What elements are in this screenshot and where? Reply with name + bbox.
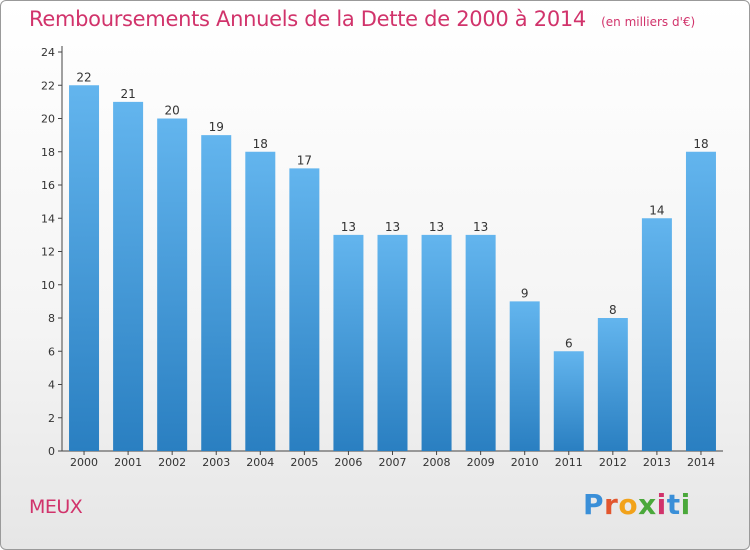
data-label-2002: 20: [165, 104, 180, 118]
data-label-2006: 13: [341, 220, 356, 234]
data-label-2013: 14: [649, 203, 664, 217]
y-tick-label: 16: [41, 179, 55, 192]
x-tick-label-2000: 2000: [70, 456, 98, 469]
y-tick-label: 8: [48, 312, 55, 325]
bar-2000: [69, 85, 100, 451]
x-tick-label-2009: 2009: [467, 456, 495, 469]
data-label-2005: 17: [297, 153, 312, 167]
bar-2001: [113, 101, 144, 451]
logo-letter: i: [680, 488, 691, 521]
y-tick-label: 10: [41, 279, 55, 292]
data-label-2014: 18: [693, 137, 708, 151]
bar-2003: [201, 135, 232, 451]
logo-letter: o: [618, 488, 639, 521]
data-label-2000: 22: [76, 70, 91, 84]
x-tick-label-2014: 2014: [687, 456, 715, 469]
data-label-2009: 13: [473, 220, 488, 234]
chart-unit-label: (en milliers d'€): [601, 15, 696, 29]
data-label-2008: 13: [429, 220, 444, 234]
y-tick-label: 14: [41, 212, 55, 225]
data-label-2012: 8: [609, 303, 617, 317]
bar-2010: [509, 301, 540, 451]
x-tick-label-2008: 2008: [423, 456, 451, 469]
x-tick-label-2005: 2005: [290, 456, 318, 469]
logo-letter: r: [604, 488, 619, 521]
x-tick-label-2013: 2013: [643, 456, 671, 469]
logo-letter: t: [666, 488, 681, 521]
bar-2007: [377, 234, 408, 451]
data-label-2003: 19: [209, 120, 224, 134]
commune-name: MEUX: [29, 496, 83, 518]
bar-2012: [597, 318, 628, 451]
logo-letter: i: [656, 488, 667, 521]
bar-2009: [465, 234, 496, 451]
x-tick-label-2002: 2002: [158, 456, 186, 469]
data-label-2001: 21: [120, 87, 135, 101]
bar-2002: [157, 118, 188, 451]
x-tick-label-2007: 2007: [379, 456, 407, 469]
chart-title-text: Remboursements Annuels de la Dette de 20…: [29, 7, 586, 31]
x-tick-label-2004: 2004: [246, 456, 274, 469]
y-tick-label: 20: [41, 113, 55, 126]
y-tick-label: 6: [48, 345, 55, 358]
y-tick-label: 0: [48, 445, 55, 458]
bar-2004: [245, 151, 276, 451]
data-label-2011: 6: [565, 336, 573, 350]
bar-2014: [685, 151, 716, 451]
y-tick-label: 24: [41, 46, 55, 59]
x-tick-label-2012: 2012: [599, 456, 627, 469]
x-tick-label-2003: 2003: [202, 456, 230, 469]
y-tick-label: 22: [41, 79, 55, 92]
bar-2008: [421, 234, 452, 451]
bar-2013: [641, 218, 672, 451]
x-tick-label-2006: 2006: [334, 456, 362, 469]
data-label-2010: 9: [521, 286, 529, 300]
logo-letter: P: [583, 488, 605, 521]
data-label-2004: 18: [253, 137, 268, 151]
bar-2005: [289, 168, 320, 451]
x-tick-label-2010: 2010: [511, 456, 539, 469]
bar-2011: [553, 351, 584, 451]
y-tick-label: 4: [48, 379, 55, 392]
chart-title: Remboursements Annuels de la Dette de 20…: [29, 7, 695, 31]
bar-2006: [333, 234, 364, 451]
logo-letter: x: [638, 488, 657, 521]
proxiti-logo: Proxiti: [583, 488, 691, 521]
y-tick-label: 12: [41, 246, 55, 259]
data-label-2007: 13: [385, 220, 400, 234]
y-tick-label: 18: [41, 146, 55, 159]
x-tick-label-2001: 2001: [114, 456, 142, 469]
x-tick-label-2011: 2011: [555, 456, 583, 469]
y-tick-label: 2: [48, 412, 55, 425]
